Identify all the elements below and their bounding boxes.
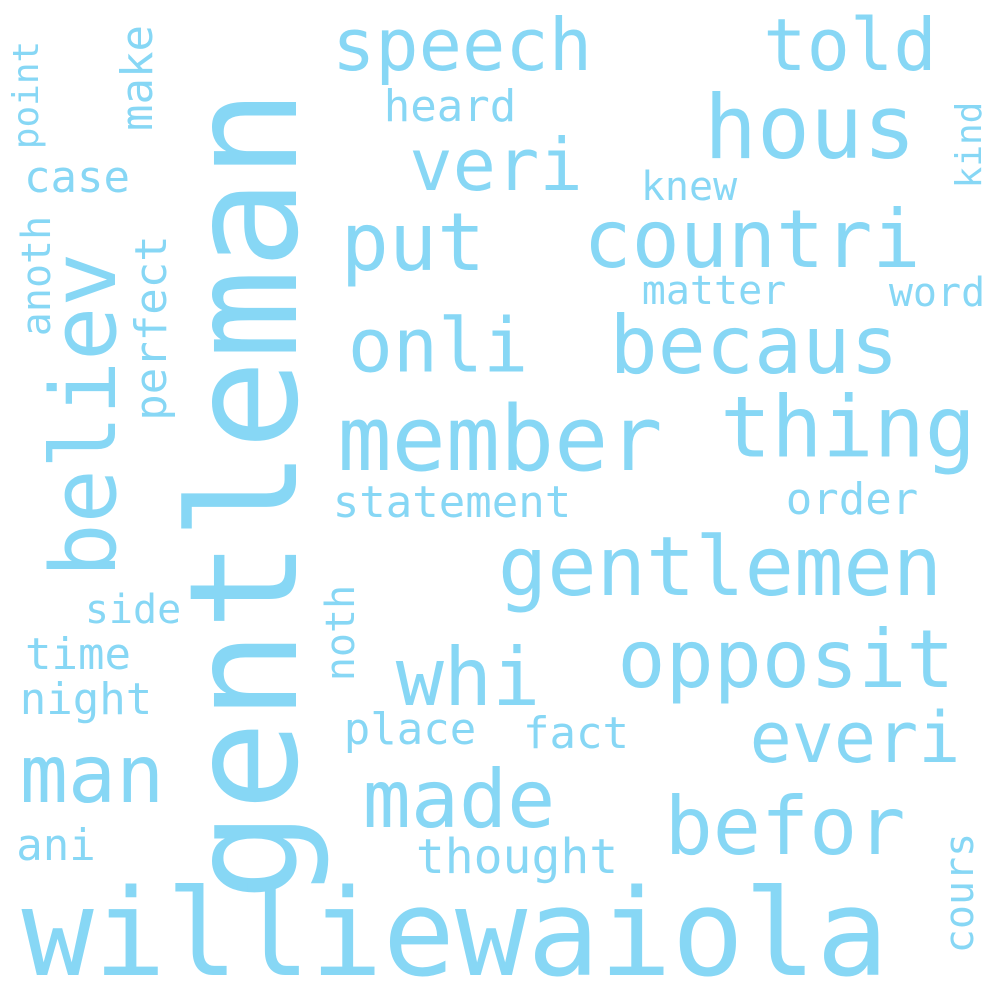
word-gentleman: gentleman — [158, 88, 332, 902]
word-thing: thing — [720, 378, 976, 478]
word-perfect: perfect — [126, 235, 177, 421]
word-word: word — [888, 270, 986, 316]
word-countri: countri — [583, 193, 921, 286]
word-whi: whi — [395, 631, 541, 724]
word-knew: knew — [640, 164, 738, 210]
word-made: made — [362, 753, 556, 846]
word-hous: hous — [704, 76, 916, 179]
word-man: man — [19, 728, 165, 821]
word-everi: everi — [749, 697, 961, 779]
word-case: case — [24, 152, 130, 203]
word-cours: cours — [937, 832, 983, 954]
word-fact: fact — [523, 708, 629, 759]
word-night: night — [19, 674, 153, 725]
word-member: member — [337, 387, 663, 492]
word-matter: matter — [641, 268, 787, 314]
word-statement: statement — [332, 477, 572, 528]
word-becaus: becaus — [609, 299, 899, 392]
word-point: point — [6, 40, 47, 150]
word-time: time — [25, 629, 131, 680]
word-order: order — [785, 474, 919, 525]
word-make: make — [112, 25, 163, 131]
word-thought: thought — [415, 829, 619, 885]
word-onli: onli — [347, 301, 529, 390]
word-ani: ani — [16, 820, 96, 871]
word-veri: veri — [409, 123, 583, 207]
word-kind: kind — [949, 101, 990, 189]
word-place: place — [343, 704, 477, 755]
word-told: told — [763, 3, 937, 87]
word-side: side — [84, 587, 182, 633]
word-gentlemen: gentlemen — [497, 520, 943, 615]
word-put: put — [340, 196, 486, 289]
word-williewaiola: williewaiola — [21, 865, 889, 1000]
word-befor: befor — [664, 780, 906, 873]
word-speech: speech — [331, 3, 593, 87]
word-heard: heard — [383, 81, 517, 132]
word-opposit: opposit — [617, 613, 955, 706]
word-anoth: anoth — [14, 215, 60, 337]
word-noth: noth — [318, 584, 364, 682]
